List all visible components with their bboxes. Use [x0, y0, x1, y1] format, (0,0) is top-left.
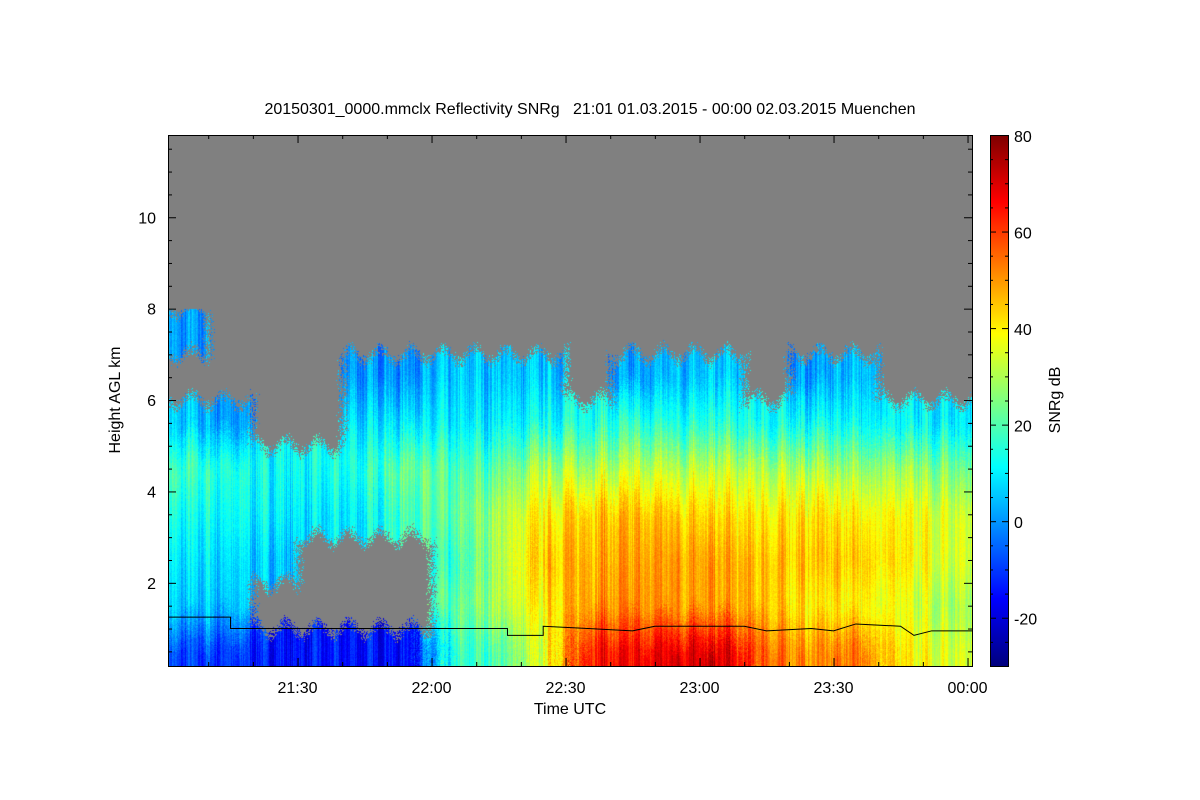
y-axis-label: Height AGL km — [107, 346, 124, 453]
colorbar-tick-label: 80 — [1014, 129, 1032, 146]
y-tick-label: 6 — [147, 393, 156, 410]
plot-frame — [168, 135, 973, 667]
colorbar-tick-label: 60 — [1014, 226, 1032, 243]
y-tick-label: 8 — [147, 302, 156, 319]
x-tick-label: 23:30 — [814, 680, 854, 697]
colorbar-tick-label: 20 — [1014, 419, 1032, 436]
colorbar-tick-label: -20 — [1014, 612, 1037, 629]
colorbar-tick-label: 40 — [1014, 322, 1032, 339]
colorbar — [990, 135, 1008, 666]
y-tick-label: 4 — [147, 484, 156, 501]
chart-title: 20150301_0000.mmclx Reflectivity SNRg 21… — [264, 101, 915, 118]
x-tick-label: 22:30 — [546, 680, 586, 697]
black-line-series — [168, 616, 972, 636]
x-tick-label: 00:00 — [948, 680, 988, 697]
colorbar-frame — [990, 135, 1009, 667]
x-tick-label: 23:00 — [680, 680, 720, 697]
x-tick-label: 22:00 — [412, 680, 452, 697]
x-axis-label: Time UTC — [534, 701, 606, 718]
y-tick-label: 2 — [147, 576, 156, 593]
x-tick-label: 21:30 — [278, 680, 318, 697]
y-tick-label: 10 — [138, 210, 156, 227]
snr-heatmap — [168, 135, 972, 666]
colorbar-label: SNRg dB — [1047, 367, 1064, 434]
colorbar-tick-label: 0 — [1014, 515, 1023, 532]
